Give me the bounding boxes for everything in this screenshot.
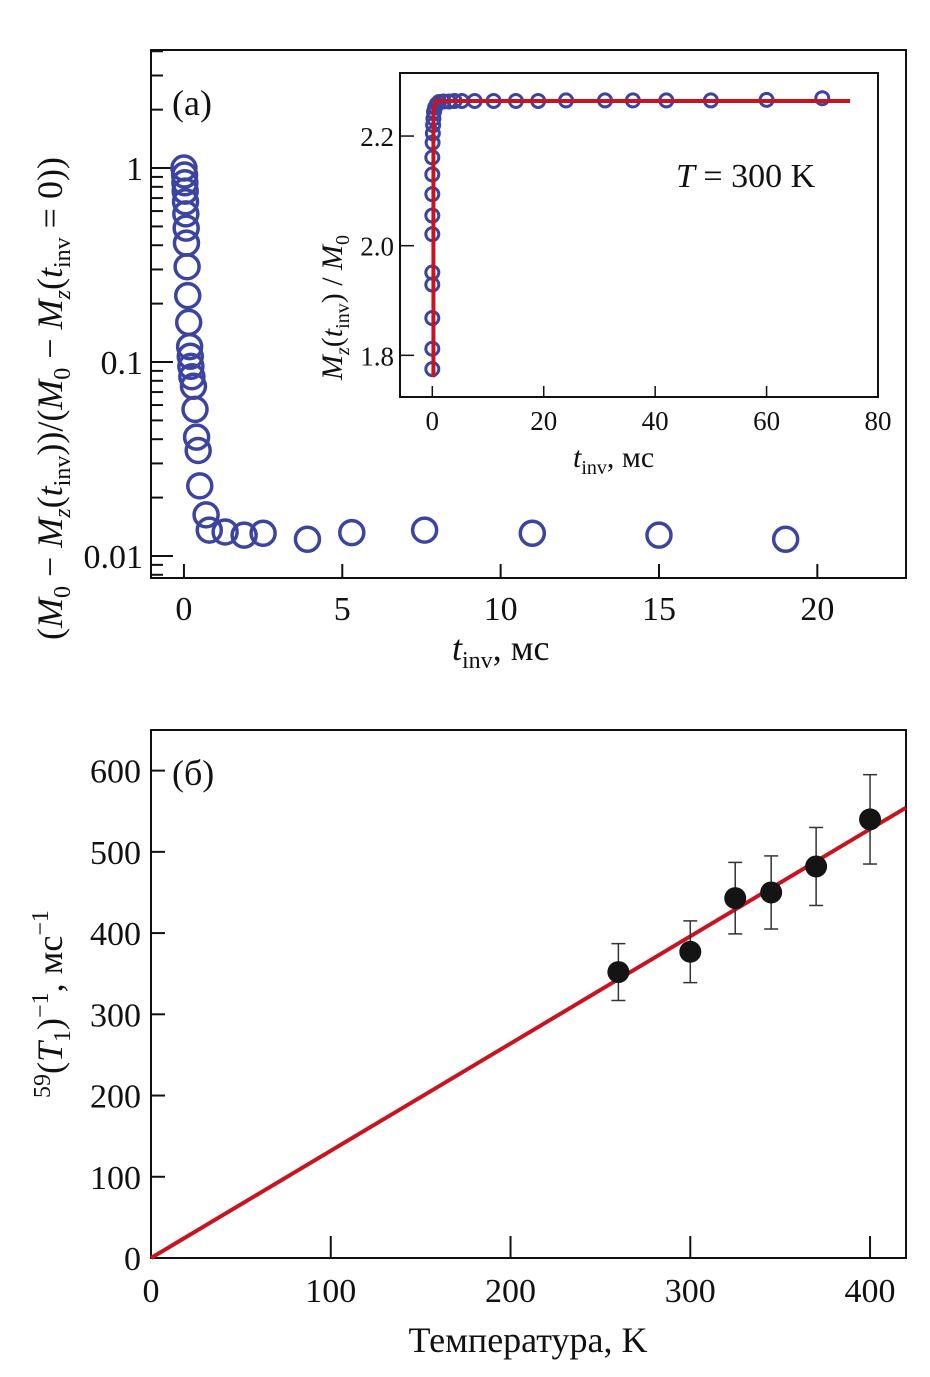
inset-y-axis-title: Mz(tinv) / M0 xyxy=(316,235,354,381)
inset-x-tick-label: 60 xyxy=(753,406,780,436)
data-point xyxy=(173,281,202,310)
panel-a-inset: 0 20 40 60 80 1.8 2.0 2.2 T = 300 K tinv, мс M… xyxy=(316,72,892,479)
data-point xyxy=(172,214,200,242)
x-tick-label: 0 xyxy=(175,591,192,628)
panel-b-points xyxy=(607,773,882,1002)
data-point xyxy=(173,252,201,281)
y-tick-label: 1 xyxy=(126,151,143,188)
data-point xyxy=(170,161,199,189)
data-point xyxy=(184,436,212,465)
inset-frame xyxy=(399,72,879,398)
inset-temperature-annotation: T = 300 K xyxy=(676,158,816,195)
data-point xyxy=(195,516,224,544)
x-tick-label: 400 xyxy=(845,1273,896,1310)
data-point xyxy=(338,518,366,547)
data-point xyxy=(679,940,702,963)
data-point xyxy=(724,887,747,910)
data-point xyxy=(293,525,322,553)
x-tick-label: 300 xyxy=(665,1273,716,1310)
panel-a-x-axis-title: tinv, мс xyxy=(452,628,549,674)
y-tick-label: 300 xyxy=(90,997,141,1034)
data-point xyxy=(182,423,211,451)
panel-b-y-axis-title: 59(T1)−1, мс−1 xyxy=(28,910,76,1098)
panel-a-label: (a) xyxy=(172,83,212,123)
panel-a-y-minor-ticks xyxy=(151,50,163,576)
data-point xyxy=(171,188,200,216)
x-tick-label: 20 xyxy=(800,591,834,628)
inset-y-tick-label: 2.0 xyxy=(360,232,394,262)
data-point xyxy=(178,362,206,391)
panel-b-x-ticks: 0 100 200 300 400 xyxy=(143,1236,896,1310)
inset-y-ticks: 1.8 2.0 2.2 xyxy=(360,122,414,371)
panel-b-x-axis-title: Температура, K xyxy=(409,1320,648,1360)
panel-b-y-ticks: 0 100 200 300 400 500 600 xyxy=(90,754,165,1278)
data-point xyxy=(645,521,673,549)
data-point xyxy=(181,395,209,424)
panel-a-points xyxy=(170,154,800,553)
data-point xyxy=(172,200,200,228)
data-point xyxy=(192,501,220,529)
data-point xyxy=(410,516,439,544)
y-tick-label: 400 xyxy=(90,916,141,953)
data-point xyxy=(176,342,205,371)
panel-b-label: (б) xyxy=(172,753,214,793)
y-tick-label: 100 xyxy=(90,1160,141,1197)
panel-a-frame xyxy=(150,49,907,579)
panel-b-fit-line xyxy=(149,805,908,1260)
y-tick-label: 600 xyxy=(90,754,141,791)
data-point xyxy=(760,881,783,904)
y-tick-label: 200 xyxy=(90,1079,141,1116)
panel-a: 0 5 10 15 20 1 0.1 0.01 (a) tinv, мс (M0 − Mz(… xyxy=(30,49,907,674)
y-tick-label: 500 xyxy=(90,835,141,872)
panel-a-x-ticks: 0 5 10 15 20 xyxy=(175,564,834,628)
data-point xyxy=(230,521,258,549)
y-tick-label: 0.01 xyxy=(84,539,144,576)
panel-b-frame xyxy=(150,729,907,1259)
data-point xyxy=(771,525,800,553)
inset-fit-line xyxy=(431,98,851,378)
data-point xyxy=(518,519,547,547)
x-tick-label: 200 xyxy=(485,1273,536,1310)
inset-x-tick-label: 80 xyxy=(865,406,892,436)
inset-x-tick-label: 0 xyxy=(426,406,440,436)
y-tick-label: 0.1 xyxy=(101,345,144,382)
data-point xyxy=(859,808,882,831)
inset-data-point xyxy=(814,90,831,107)
x-tick-label: 5 xyxy=(334,591,351,628)
x-tick-label: 100 xyxy=(305,1273,356,1310)
x-tick-label: 10 xyxy=(484,591,518,628)
data-point xyxy=(186,472,214,500)
data-point xyxy=(172,229,201,257)
inset-x-axis-title: tinv, мс xyxy=(573,441,654,479)
data-point xyxy=(211,518,239,546)
x-tick-label: 0 xyxy=(143,1273,160,1310)
data-point xyxy=(174,308,203,337)
inset-y-tick-label: 2.2 xyxy=(360,122,394,152)
y-tick-label: 0 xyxy=(124,1241,141,1278)
data-point xyxy=(177,352,205,381)
data-point xyxy=(607,961,630,984)
panel-a-y-axis-title: (M0 − Mz(tinv))/(M0 − Mz(tinv = 0)) xyxy=(30,157,76,640)
data-point xyxy=(249,519,277,547)
x-tick-label: 15 xyxy=(642,591,676,628)
panel-a-y-ticks: 1 0.1 0.01 xyxy=(84,151,173,576)
data-point xyxy=(175,332,204,361)
data-point xyxy=(805,855,828,878)
panel-b: 0 100 200 300 400 0 100 200 300 400 500 600 (б) Те… xyxy=(28,729,908,1360)
inset-x-tick-label: 40 xyxy=(642,406,669,436)
inset-y-tick-label: 1.8 xyxy=(360,341,394,371)
data-point xyxy=(171,168,199,197)
inset-x-ticks: 0 20 40 60 80 xyxy=(426,386,892,436)
inset-x-tick-label: 20 xyxy=(530,406,557,436)
